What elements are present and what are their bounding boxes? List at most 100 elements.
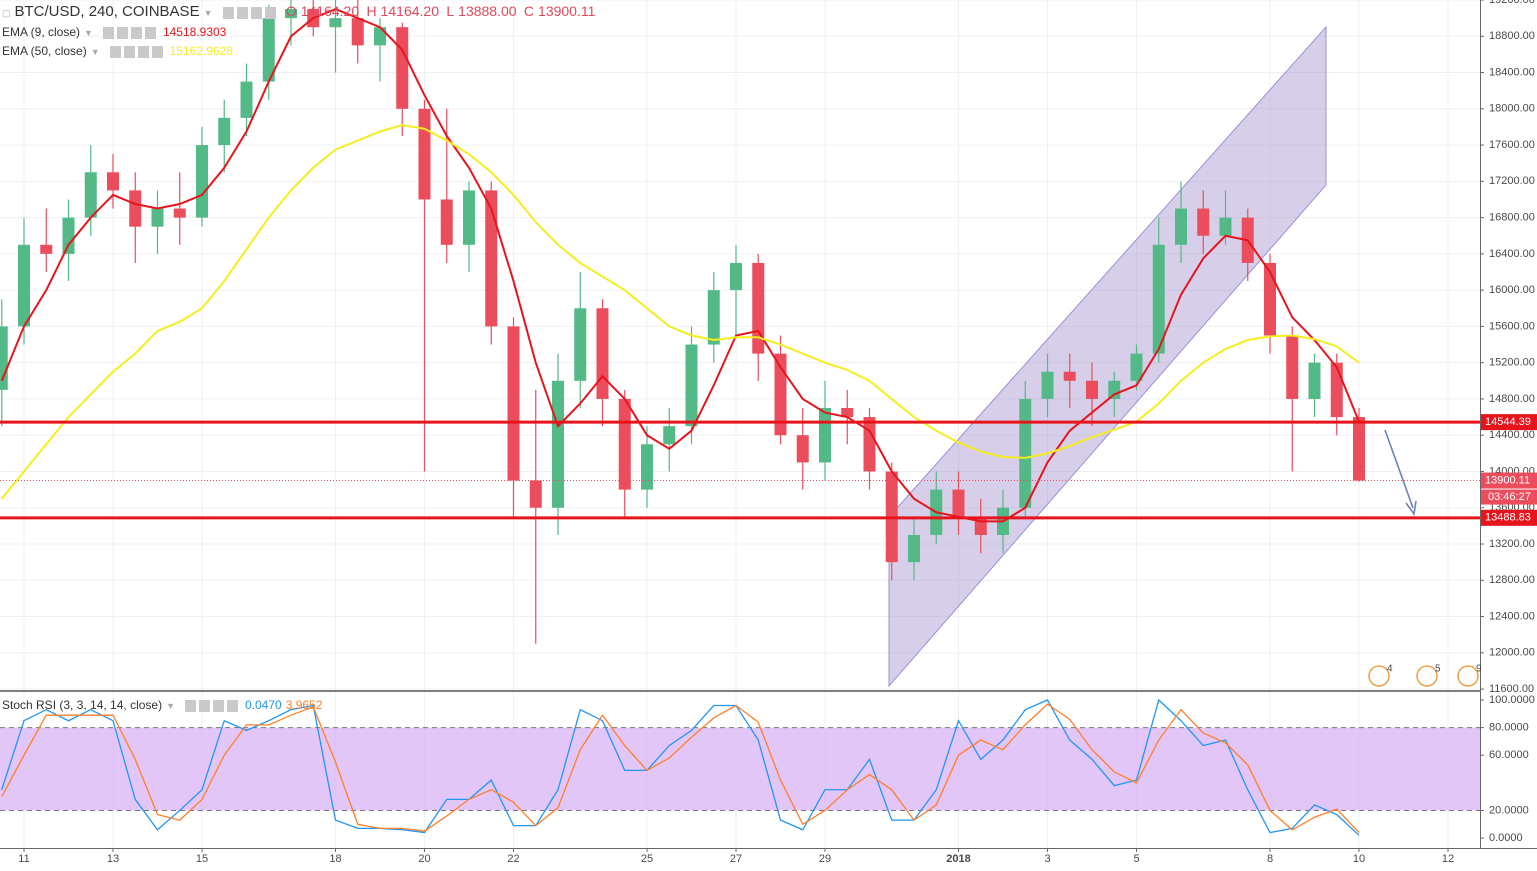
legend-name: EMA (9, close) — [2, 25, 81, 39]
last-price-label: 13900.11 — [1485, 474, 1530, 486]
candle-body — [1086, 380, 1098, 399]
candle-body — [329, 18, 342, 28]
candle-body — [1175, 208, 1187, 245]
event-count: 4 — [1387, 664, 1393, 675]
ohlc-key: O — [285, 3, 297, 19]
candle-body — [418, 108, 431, 200]
y-tick-label: 19200.00 — [1489, 0, 1535, 6]
indicator-title: Stoch RSI (3, 3, 14, 14, close) — [2, 698, 163, 712]
candle-body — [841, 408, 854, 418]
x-tick-label: 25 — [641, 853, 653, 865]
candle-body — [1197, 208, 1210, 236]
legend-value: 14518.9303 — [162, 25, 227, 39]
y-tick-label: 11600.00 — [1489, 683, 1534, 695]
y-tick-label: 17600.00 — [1489, 139, 1535, 151]
y-tick-label: 18000.00 — [1489, 103, 1535, 115]
candle-body — [819, 408, 831, 463]
collapse-icon[interactable]: ▢ — [2, 8, 11, 18]
countdown: 03:46:27 — [1488, 491, 1531, 503]
legend-icons[interactable] — [109, 45, 166, 58]
stoch-panel — [0, 698, 1480, 836]
candle-body — [173, 208, 186, 218]
candle-body — [1353, 417, 1365, 481]
y-tick-label: 12800.00 — [1489, 574, 1535, 586]
candle-body — [1286, 335, 1299, 399]
ema-line — [0, 7, 1360, 523]
y-tick-label: 13200.00 — [1489, 538, 1535, 550]
y-tick-label: 16800.00 — [1489, 212, 1535, 224]
x-tick-label: 22 — [507, 853, 519, 865]
candle-body — [685, 344, 698, 427]
x-tick-label: 5 — [1133, 853, 1139, 865]
legend-icons[interactable] — [222, 6, 279, 19]
candle-body — [1108, 380, 1121, 399]
candle-body — [151, 208, 164, 227]
candle-body — [196, 145, 208, 218]
arrow-head — [1405, 500, 1417, 517]
x-tick-label: 27 — [730, 853, 742, 865]
candle-body — [529, 480, 542, 508]
candle-body — [1330, 362, 1343, 418]
y-tick-label: 12000.00 — [1489, 647, 1535, 659]
candle-body — [1041, 371, 1054, 399]
candle-body — [0, 326, 8, 390]
event-icon[interactable] — [1457, 665, 1479, 687]
y-tick-label: 12400.00 — [1489, 610, 1535, 622]
candle-body — [240, 81, 253, 118]
ohlc-value: 14164.20 — [300, 3, 360, 19]
candle-body — [774, 353, 787, 436]
candle-body — [107, 172, 119, 191]
y-tick-label: 16000.00 — [1489, 284, 1535, 296]
candle-body — [1264, 262, 1276, 336]
candle-body — [40, 244, 53, 254]
y-tick-label: 100.0000 — [1489, 694, 1535, 706]
candle-body — [396, 27, 409, 109]
arrow — [1384, 429, 1414, 509]
axis-labels: 11600.00 12000.00 12400.00 12800.00 13200.00… — [18, 0, 1537, 865]
band — [0, 727, 1480, 811]
x-tick-label: 11 — [18, 853, 29, 865]
time-axis-bg — [0, 849, 1537, 871]
level-label: 13488.83 — [1485, 512, 1531, 524]
candle-body — [62, 217, 75, 254]
y-tick-label: 14400.00 — [1489, 429, 1535, 441]
legend-value: 0.0470 — [245, 698, 282, 712]
event-icon[interactable] — [1416, 665, 1438, 687]
legend-icons[interactable] — [102, 26, 159, 39]
event-icon[interactable] — [1368, 665, 1390, 687]
x-tick-label: 10 — [1353, 853, 1365, 865]
y-tick-label: 18800.00 — [1489, 30, 1535, 42]
candle-body — [485, 190, 498, 327]
candle-body — [730, 262, 742, 291]
candle-body — [129, 190, 142, 227]
ohlc-value: 13888.00 — [458, 3, 517, 19]
y-tick-label: 16400.00 — [1489, 248, 1535, 260]
ohlc-value: 14164.20 — [380, 3, 440, 19]
candle-body — [707, 290, 720, 345]
x-tick-label: 20 — [418, 853, 430, 865]
y-tick-label: 15600.00 — [1489, 320, 1535, 332]
stoch-legend: Stoch RSI (3, 3, 14, 14, close) ▼ 0.0470 3.… — [2, 698, 323, 712]
legend-value: 15162.9628 — [169, 44, 234, 58]
legend-icons[interactable] — [185, 699, 241, 712]
candle-body — [463, 190, 475, 245]
candle-body — [1308, 362, 1321, 399]
candle-body — [218, 117, 231, 146]
stoch-line — [1, 703, 1360, 833]
x-tick-label: 18 — [329, 853, 341, 865]
x-tick-label: 15 — [196, 853, 208, 865]
x-tick-label: 13 — [107, 853, 119, 865]
y-tick-label: 80.0000 — [1489, 722, 1529, 734]
candle-body — [752, 262, 765, 354]
candle-body — [1063, 371, 1076, 381]
event-count: 9 — [1476, 664, 1482, 675]
y-tick-label: 20.0000 — [1489, 804, 1529, 816]
x-tick-label: 3 — [1044, 853, 1050, 865]
candle-body — [596, 308, 609, 399]
candle-body — [663, 426, 676, 445]
y-tick-label: 17200.00 — [1489, 175, 1535, 187]
price-panel — [0, 0, 1365, 688]
candle-body — [574, 308, 587, 381]
